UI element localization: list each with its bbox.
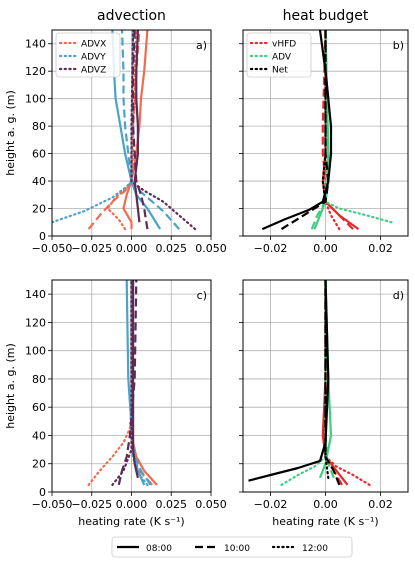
time-legend-box: [111, 536, 353, 558]
y-tick-label: 0: [39, 230, 46, 243]
x-tick-label: 0.000: [116, 498, 148, 511]
time-legend-label: 08:00: [146, 544, 172, 554]
y-tick-label: 120: [25, 65, 46, 78]
panel-title: heat budget: [283, 8, 369, 24]
x-tick-label: −0.050: [32, 498, 73, 511]
legend-label: ADVY: [81, 53, 106, 63]
x-tick-label: −0.02: [254, 498, 288, 511]
panel-label: b): [393, 39, 404, 52]
series-line-advx-0800: [122, 30, 149, 230]
y-axis-label: height a. g. (m): [4, 90, 17, 176]
x-axis-label: heating rate (K s⁻¹): [78, 515, 184, 528]
series-line-net-1000: [280, 30, 330, 231]
y-tick-label: 140: [25, 288, 46, 301]
y-tick-label: 140: [25, 38, 46, 51]
series-line-net-0800: [248, 280, 330, 482]
series-line-advx-1000: [130, 280, 154, 486]
y-tick-label: 20: [32, 458, 46, 471]
y-tick-label: 100: [25, 93, 46, 106]
legend-label: ADV: [272, 53, 292, 63]
y-tick-label: 80: [32, 373, 46, 386]
series-line-advz-1200: [130, 30, 197, 231]
legend-box: [246, 32, 312, 78]
series-line-net-0800: [261, 30, 333, 231]
x-tick-label: 0.02: [368, 242, 393, 255]
legend-label: ADVZ: [81, 66, 106, 76]
series-line-advy-1200: [52, 30, 135, 224]
legend-label: Net: [272, 66, 288, 76]
x-tick-label: 0.050: [195, 242, 227, 255]
panel-4: −0.02 0.00 0.02 d) heating rate (K s⁻¹): [239, 279, 409, 528]
legend: vHFD ADV Net: [246, 32, 312, 78]
panel-label: a): [196, 39, 207, 52]
y-tick-label: 120: [25, 316, 46, 329]
legend-label: ADVX: [81, 40, 106, 50]
time-legend-label: 10:00: [224, 544, 250, 554]
x-tick-label: 0.02: [368, 498, 393, 511]
x-tick-label: −0.025: [71, 242, 112, 255]
series-group: [87, 280, 158, 486]
series-line-adv-1200: [280, 280, 327, 486]
x-tick-label: −0.050: [32, 242, 73, 255]
series-line-net-1200: [321, 30, 327, 203]
panel-label: c): [197, 289, 207, 302]
x-tick-label: 0.050: [195, 498, 227, 511]
panel-1: −0.050 −0.025 0.000 0.025 0.050 0 20 40 60 80 100 1…: [4, 8, 227, 255]
y-tick-label: 0: [39, 486, 46, 499]
series-line-advx-1200: [87, 280, 133, 486]
series-line-advz-0800: [133, 30, 141, 223]
series-line-net-1000: [324, 280, 341, 486]
x-tick-label: −0.02: [254, 242, 288, 255]
series-line-vhfd-1200: [324, 280, 371, 486]
x-tick-label: 0.00: [313, 242, 338, 255]
time-legend-label: 12:00: [302, 544, 328, 554]
y-tick-label: 80: [32, 120, 46, 133]
x-axis-label: heating rate (K s⁻¹): [272, 515, 378, 528]
series-line-advz-1200: [111, 280, 133, 486]
y-tick-label: 100: [25, 345, 46, 358]
x-tick-label: 0.025: [156, 498, 188, 511]
x-tick-label: −0.025: [71, 498, 112, 511]
panel-3: −0.050 −0.025 0.000 0.025 0.050 0 20 40 60 80 100 1…: [4, 279, 227, 528]
y-tick-label: 40: [32, 429, 46, 442]
series-line-advz-0800: [132, 280, 139, 479]
panel-2: −0.02 0.00 0.02 b) heat budget vHFD ADV Net: [239, 8, 409, 255]
panel-label: d): [393, 289, 404, 302]
x-tick-label: 0.000: [116, 242, 148, 255]
series-line-vhfd-1000: [321, 30, 354, 230]
panel-title: advection: [97, 8, 166, 24]
series-line-adv-1200: [324, 30, 393, 224]
series-line-advz-1000: [132, 30, 149, 230]
y-tick-label: 40: [32, 175, 46, 188]
series-group: [52, 30, 197, 231]
legend-label: vHFD: [272, 40, 296, 50]
y-tick-label: 60: [32, 148, 46, 161]
series-group: [261, 30, 393, 231]
time-legend: 08:00 10:00 12:00: [111, 536, 353, 558]
x-tick-label: 0.00: [313, 498, 338, 511]
y-tick-label: 60: [32, 401, 46, 414]
y-tick-label: 20: [32, 203, 46, 216]
legend: ADVX ADVY ADVZ: [55, 32, 121, 78]
series-group: [248, 280, 371, 486]
legend-box: [55, 32, 121, 78]
x-tick-label: 0.025: [156, 242, 188, 255]
y-axis-label: height a. g. (m): [4, 343, 17, 429]
series-line-advx-1200: [106, 30, 138, 231]
